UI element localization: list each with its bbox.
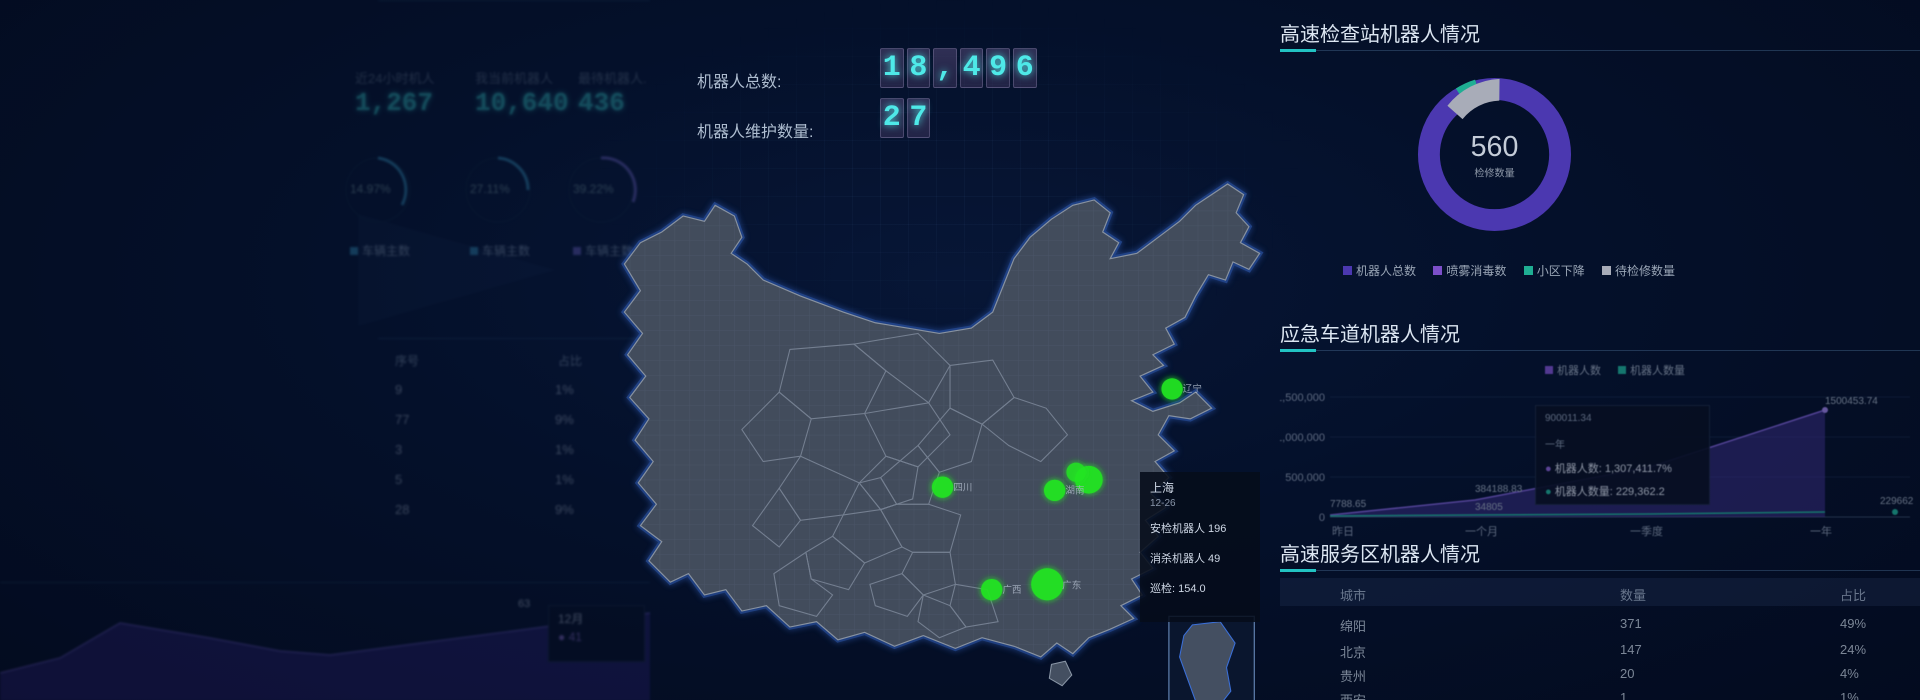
svg-text:湖南: 湖南 (1065, 485, 1085, 497)
svg-text:384188.83: 384188.83 (1475, 484, 1523, 495)
svg-text:229662: 229662 (1880, 496, 1914, 507)
svg-text:辽宁: 辽宁 (1183, 383, 1202, 395)
svg-text:1500453.74: 1500453.74 (1825, 396, 1878, 407)
svg-text:1,500,000: 1,500,000 (1280, 392, 1325, 404)
svg-text:0: 0 (1319, 512, 1325, 524)
svg-text:一个月: 一个月 (1465, 525, 1498, 538)
svg-text:1,000,000: 1,000,000 (1280, 432, 1325, 444)
svg-text:34805: 34805 (1475, 502, 1503, 513)
svg-text:7788.65: 7788.65 (1330, 499, 1367, 510)
svg-text:昨日: 昨日 (1332, 525, 1354, 538)
svg-text:一年: 一年 (1810, 524, 1832, 538)
svg-text:560: 560 (1471, 131, 1519, 163)
svg-text:广东: 广东 (1062, 580, 1082, 592)
svg-text:一季度: 一季度 (1630, 524, 1663, 538)
svg-text:检修数量: 检修数量 (1474, 166, 1514, 179)
svg-text:广西: 广西 (1002, 584, 1021, 596)
svg-text:500,000: 500,000 (1285, 472, 1325, 484)
svg-text:四川: 四川 (953, 482, 972, 493)
